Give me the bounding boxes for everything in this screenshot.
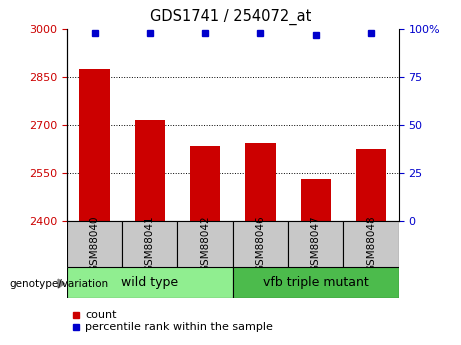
Bar [343,221,399,267]
Text: GDS1741 / 254072_at: GDS1741 / 254072_at [150,9,311,25]
Text: GSM88048: GSM88048 [366,216,376,273]
Text: genotype/variation: genotype/variation [9,279,108,288]
Bar [67,267,233,298]
Text: GSM88042: GSM88042 [200,216,210,273]
Bar [67,221,122,267]
Text: percentile rank within the sample: percentile rank within the sample [85,322,273,332]
Bar [356,149,386,221]
Bar [301,179,331,221]
Text: GSM88040: GSM88040 [89,216,100,272]
Bar [122,221,177,267]
Bar [233,221,288,267]
Bar [135,120,165,221]
Text: GSM88046: GSM88046 [255,216,266,273]
Bar [79,69,110,221]
Bar [245,142,276,221]
Bar [177,221,233,267]
Bar [288,221,343,267]
Text: wild type: wild type [121,276,178,289]
Bar [233,267,399,298]
Bar [190,146,220,221]
Text: vfb triple mutant: vfb triple mutant [263,276,369,289]
Polygon shape [58,279,65,288]
Text: GSM88047: GSM88047 [311,216,321,273]
Text: count: count [85,310,117,319]
Text: GSM88041: GSM88041 [145,216,155,273]
